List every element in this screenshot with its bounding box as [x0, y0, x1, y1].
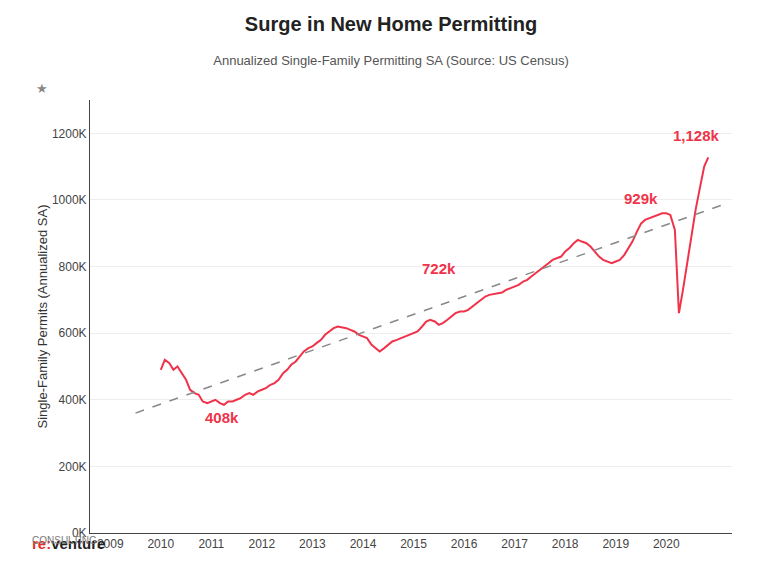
svg-text:0K: 0K — [72, 526, 87, 540]
svg-text:1200K: 1200K — [52, 127, 87, 141]
svg-text:2010: 2010 — [147, 537, 174, 551]
svg-text:2009: 2009 — [97, 537, 124, 551]
svg-text:Surge in New Home Permitting: Surge in New Home Permitting — [245, 13, 537, 35]
svg-text:800K: 800K — [59, 260, 87, 274]
svg-text:2015: 2015 — [400, 537, 427, 551]
svg-text:2020: 2020 — [653, 537, 680, 551]
svg-text:Annualized Single-Family Permi: Annualized Single-Family Permitting SA (… — [213, 53, 568, 68]
svg-text:722k: 722k — [422, 260, 456, 277]
svg-text:400K: 400K — [59, 393, 87, 407]
svg-text:2018: 2018 — [552, 537, 579, 551]
svg-text:2016: 2016 — [451, 537, 478, 551]
svg-text:408k: 408k — [205, 409, 239, 426]
svg-text:2013: 2013 — [299, 537, 326, 551]
svg-text:2019: 2019 — [602, 537, 629, 551]
svg-text:CONSULTING: CONSULTING — [32, 535, 97, 546]
svg-text:2012: 2012 — [249, 537, 276, 551]
svg-text:2014: 2014 — [350, 537, 377, 551]
svg-text:re:venture: re:venture — [32, 535, 105, 552]
svg-text:1000K: 1000K — [52, 193, 87, 207]
svg-text:600K: 600K — [59, 326, 87, 340]
svg-text:2017: 2017 — [501, 537, 528, 551]
svg-text:200K: 200K — [59, 460, 87, 474]
svg-text:2011: 2011 — [198, 537, 224, 551]
svg-text:★: ★ — [36, 81, 48, 96]
svg-text:1,128k: 1,128k — [673, 127, 720, 144]
svg-text:929k: 929k — [624, 190, 658, 207]
svg-text:Single-Family Permits (Annuali: Single-Family Permits (Annualized SA) — [35, 205, 50, 429]
